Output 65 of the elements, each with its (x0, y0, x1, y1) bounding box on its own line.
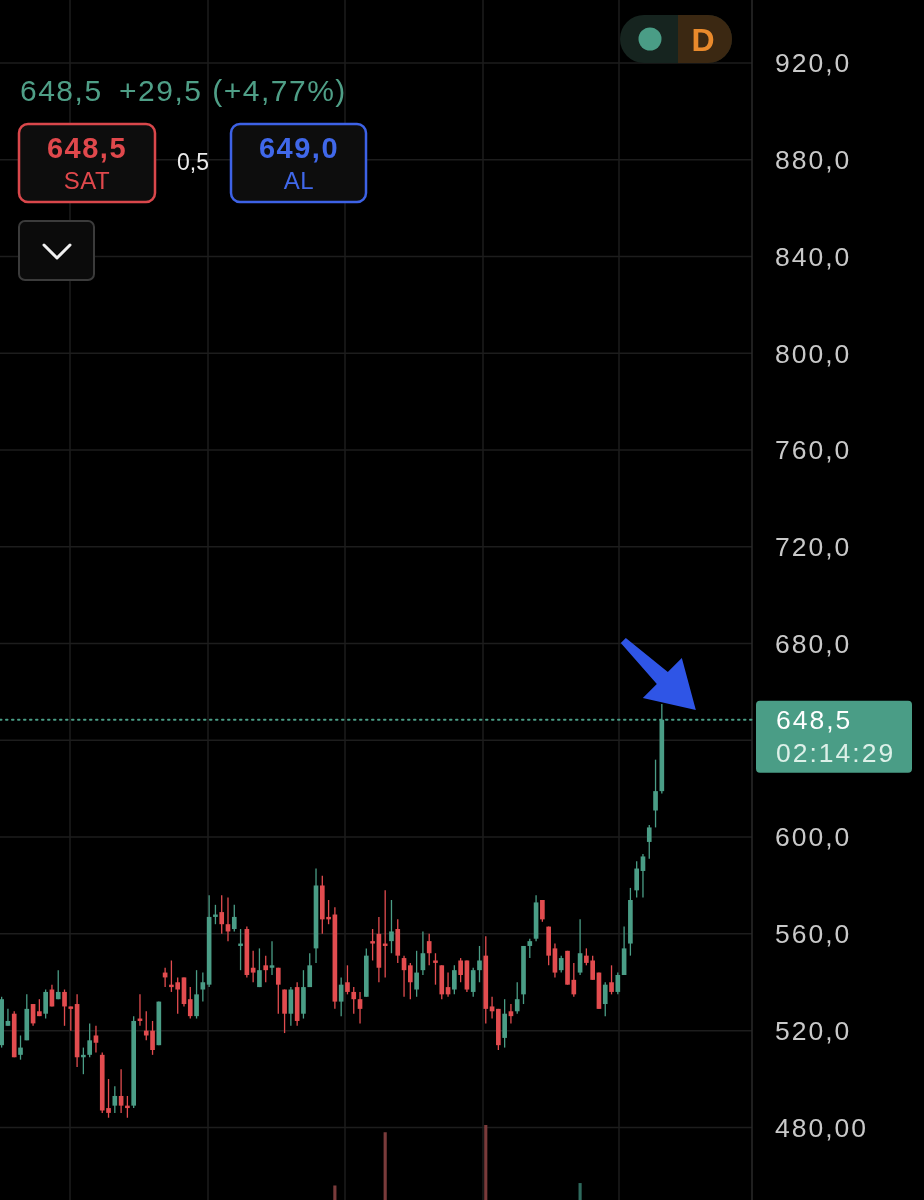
candlestick (263, 955, 269, 983)
candlestick (18, 1034, 23, 1061)
candlestick (200, 971, 206, 1003)
annotation: +29,5 (+4,77%) (119, 74, 347, 107)
y-tick-label: 800,0 (775, 338, 852, 369)
candlestick (62, 988, 67, 1027)
candlestick (87, 1022, 92, 1058)
text: 02:14:29 (776, 737, 896, 768)
y-tick-label: 720,0 (775, 532, 852, 563)
candlestick (93, 1025, 99, 1054)
candlestick (408, 962, 413, 1000)
candlestick (345, 964, 350, 995)
candlestick (112, 1085, 118, 1114)
y-tick-label: 480,00 (775, 1112, 869, 1143)
candlestick (238, 928, 243, 971)
candlestick (55, 969, 61, 1000)
annotation: SAT (63, 167, 111, 194)
candlestick (351, 986, 357, 1015)
y-tick-label: 680,0 (775, 628, 852, 659)
candlestick (213, 904, 218, 925)
candlestick (81, 1046, 86, 1075)
candlestick (389, 899, 394, 954)
y-tick-label: 840,0 (775, 241, 852, 272)
candlestick (609, 964, 614, 995)
candlestick (269, 940, 275, 976)
y-tick-label: 520,0 (775, 1015, 852, 1046)
candlestick (426, 933, 432, 966)
candlestick (458, 957, 463, 983)
candlestick (307, 952, 313, 988)
y-tick-label: 600,0 (775, 822, 852, 853)
candlestick (452, 964, 457, 995)
candlestick (43, 988, 48, 1020)
candlestick (602, 981, 608, 1017)
candlestick (470, 967, 476, 998)
candlestick (514, 981, 520, 1015)
text: D (691, 22, 715, 58)
candlestick (653, 759, 658, 829)
y-tick-label: 920,0 (775, 48, 852, 79)
candlestick (194, 969, 199, 1020)
annotation: 648,5 (20, 74, 103, 107)
candlestick (433, 952, 438, 986)
annotation: 649,0 (258, 132, 340, 164)
candlestick (646, 824, 652, 860)
candlestick (68, 1005, 74, 1032)
candlestick (414, 950, 419, 998)
candlestick (370, 928, 375, 962)
candlestick (527, 938, 533, 959)
y-tick-label: 880,0 (775, 144, 852, 175)
y-tick-label: 560,0 (775, 919, 852, 950)
candlestick (257, 947, 262, 988)
candlestick (275, 967, 281, 1015)
candlestick (540, 899, 545, 923)
candlestick (634, 860, 640, 899)
candlestick (615, 971, 621, 995)
candlestick (125, 1095, 130, 1119)
candlestick (187, 986, 193, 1020)
y-tick-label: 760,0 (775, 435, 852, 466)
candlestick (231, 904, 237, 933)
annotation: 648,5 (46, 132, 128, 164)
annotation: 0,5 (177, 149, 209, 175)
ref-line-label: 648,5 (776, 704, 853, 735)
candlestick (477, 945, 482, 983)
candlestick (382, 889, 388, 979)
annotation: AL (283, 167, 315, 194)
candlestick (219, 894, 225, 935)
